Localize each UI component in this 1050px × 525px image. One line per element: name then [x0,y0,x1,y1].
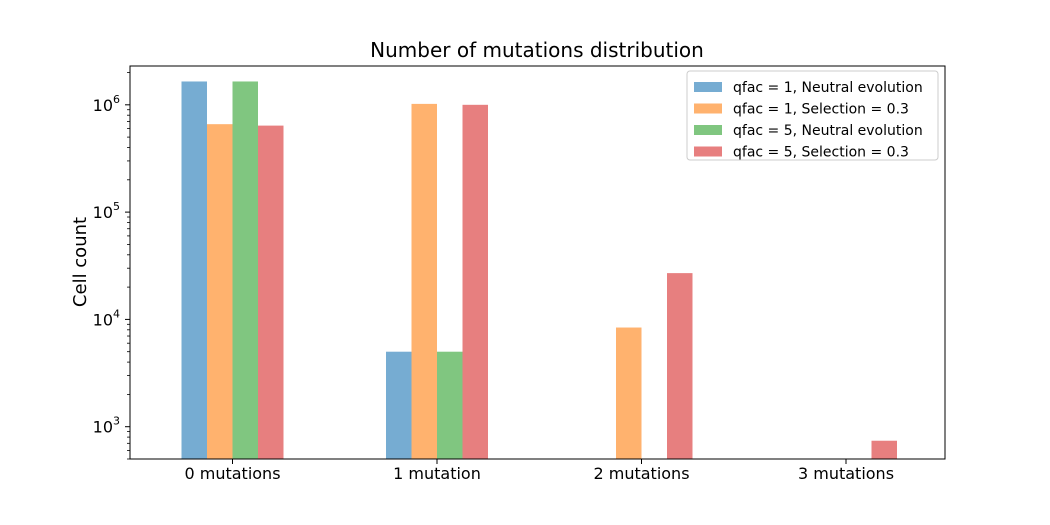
bar-s2-c1 [437,351,463,459]
y-tick-label-3: 106 [93,93,120,115]
bar-s1-c0 [207,124,233,460]
x-tick-label-1: 1 mutation [393,464,481,483]
legend-swatch-3 [694,146,722,157]
bar-s3-c2 [667,273,693,459]
x-tick-label-2: 2 mutations [593,464,689,483]
legend: qfac = 1, Neutral evolution qfac = 1, Sel… [686,70,939,161]
legend-label-0: qfac = 1, Neutral evolution [733,80,923,96]
bar-s2-c0 [232,81,258,460]
plot-frame [129,65,946,460]
x-tick-label-3: 3 mutations [798,464,894,483]
legend-swatch-1 [694,103,722,114]
bar-s0-c1 [386,351,412,459]
legend-label-2: qfac = 5, Neutral evolution [733,123,923,139]
x-axis-ticks: 0 mutations 1 mutation 2 mutations 3 mutati… [184,459,894,483]
legend-box [686,70,939,161]
legend-label-1: qfac = 1, Selection = 0.3 [733,102,909,118]
y-tick-label-0: 103 [93,415,120,437]
bar-s3-c0 [258,125,284,459]
y-axis-label: Cell count [70,217,91,307]
bars-group [181,81,897,460]
bar-s1-c2 [616,327,642,459]
y-tick-label-2: 105 [93,200,120,222]
x-tick-label-0: 0 mutations [184,464,280,483]
bar-s0-c0 [181,81,207,460]
chart-title: Number of mutations distribution [370,38,704,62]
bar-s3-c1 [462,104,488,460]
legend-swatch-2 [694,125,722,135]
legend-swatch-0 [694,82,722,92]
legend-label-3: qfac = 5, Selection = 0.3 [733,145,909,161]
bar-s3-c3 [871,440,897,459]
y-axis-ticks: 103 104 105 106 [93,72,130,460]
y-tick-label-1: 104 [93,307,120,329]
bar-s1-c1 [411,103,437,460]
